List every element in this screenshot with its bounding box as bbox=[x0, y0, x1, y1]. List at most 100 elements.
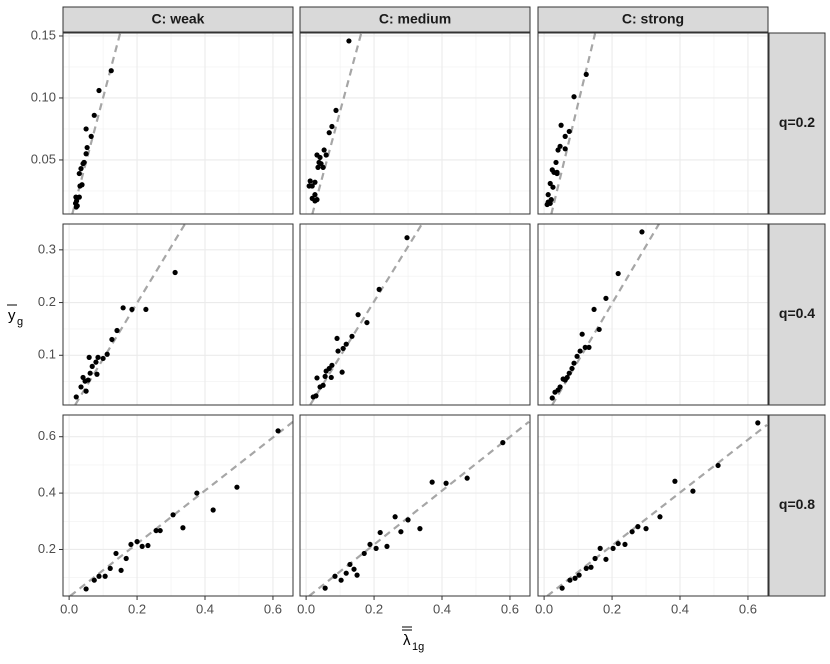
point bbox=[118, 567, 124, 573]
point bbox=[566, 370, 572, 376]
point bbox=[629, 529, 635, 535]
panel-marks bbox=[73, 224, 186, 405]
point bbox=[690, 488, 696, 494]
panel-background bbox=[63, 33, 293, 214]
point bbox=[194, 490, 200, 496]
point bbox=[89, 363, 95, 369]
point bbox=[364, 319, 370, 326]
point bbox=[376, 286, 382, 292]
fit-line bbox=[71, 33, 122, 214]
point bbox=[96, 573, 102, 579]
point bbox=[78, 384, 84, 390]
point bbox=[316, 159, 322, 166]
point bbox=[566, 128, 572, 135]
point bbox=[83, 151, 89, 157]
point bbox=[610, 545, 616, 551]
panel-background bbox=[538, 33, 768, 214]
point bbox=[343, 341, 349, 347]
fit-line bbox=[546, 424, 768, 596]
y-tick-label: 0.4 bbox=[38, 485, 56, 500]
point bbox=[583, 565, 589, 571]
panel-marks bbox=[308, 420, 530, 596]
point bbox=[553, 159, 559, 166]
point bbox=[322, 373, 328, 379]
panel-marks bbox=[546, 420, 768, 596]
x-tick-label: 0.0 bbox=[297, 601, 315, 616]
panel-marks bbox=[306, 33, 363, 214]
point bbox=[108, 68, 114, 74]
row-strip bbox=[768, 223, 826, 406]
point bbox=[107, 565, 113, 571]
point bbox=[715, 462, 721, 469]
panel-marks bbox=[69, 420, 293, 596]
point bbox=[93, 359, 99, 365]
point bbox=[307, 178, 313, 184]
column-strip-label: C: weak bbox=[152, 11, 205, 27]
point bbox=[443, 480, 449, 486]
panel-border bbox=[299, 414, 531, 597]
point bbox=[560, 376, 566, 382]
point bbox=[323, 152, 329, 158]
fit-line bbox=[311, 33, 363, 214]
point bbox=[338, 577, 344, 583]
point bbox=[392, 514, 398, 520]
column-strip-label: C: medium bbox=[379, 11, 451, 27]
column-strip-label: C: strong bbox=[622, 11, 684, 27]
point bbox=[755, 420, 761, 426]
x-tick-label: 0.6 bbox=[264, 601, 282, 616]
x-tick-label: 0.0 bbox=[535, 601, 553, 616]
point bbox=[340, 345, 346, 352]
x-tick-label: 0.4 bbox=[196, 601, 214, 616]
panel-border bbox=[299, 32, 531, 215]
point bbox=[180, 525, 186, 531]
y-tick-label: 0.10 bbox=[31, 89, 56, 104]
point bbox=[549, 395, 555, 401]
point bbox=[672, 478, 678, 484]
point bbox=[172, 269, 178, 276]
x-tick-label: 0.6 bbox=[501, 601, 519, 616]
point bbox=[555, 147, 561, 153]
column-strip bbox=[299, 6, 531, 33]
x-tick-label: 0.0 bbox=[60, 601, 78, 616]
point bbox=[129, 306, 135, 313]
row-strip bbox=[768, 414, 826, 597]
point bbox=[78, 166, 84, 172]
point bbox=[639, 229, 645, 235]
point bbox=[94, 371, 100, 377]
x-tick-label: 0.2 bbox=[128, 601, 146, 616]
point bbox=[335, 348, 341, 354]
point bbox=[377, 529, 383, 536]
point bbox=[464, 475, 470, 481]
point bbox=[83, 126, 89, 132]
point bbox=[310, 394, 316, 400]
point bbox=[102, 573, 108, 579]
column-strip bbox=[62, 6, 294, 33]
point bbox=[114, 327, 120, 334]
point bbox=[554, 170, 560, 177]
point bbox=[332, 573, 338, 579]
point bbox=[351, 566, 357, 572]
x-tick-label: 0.2 bbox=[365, 601, 383, 616]
point bbox=[635, 524, 641, 530]
point bbox=[153, 527, 159, 534]
point bbox=[603, 295, 609, 301]
row-strip-label: q=0.8 bbox=[779, 496, 815, 512]
point bbox=[559, 585, 565, 591]
row-strip-label: q=0.2 bbox=[779, 114, 815, 130]
panel-border bbox=[537, 32, 769, 215]
point bbox=[77, 183, 83, 189]
point bbox=[346, 38, 352, 44]
point bbox=[326, 130, 332, 136]
point bbox=[80, 374, 86, 381]
panel-background bbox=[300, 33, 530, 214]
point bbox=[329, 123, 335, 130]
point bbox=[572, 575, 578, 581]
point bbox=[558, 122, 564, 128]
point bbox=[139, 543, 145, 549]
point bbox=[398, 529, 404, 535]
point bbox=[134, 538, 140, 545]
panel-border bbox=[62, 414, 294, 597]
x-axis-title: λ 1g bbox=[402, 626, 424, 653]
y-tick-label: 0.3 bbox=[38, 241, 56, 256]
fit-line bbox=[308, 420, 530, 596]
